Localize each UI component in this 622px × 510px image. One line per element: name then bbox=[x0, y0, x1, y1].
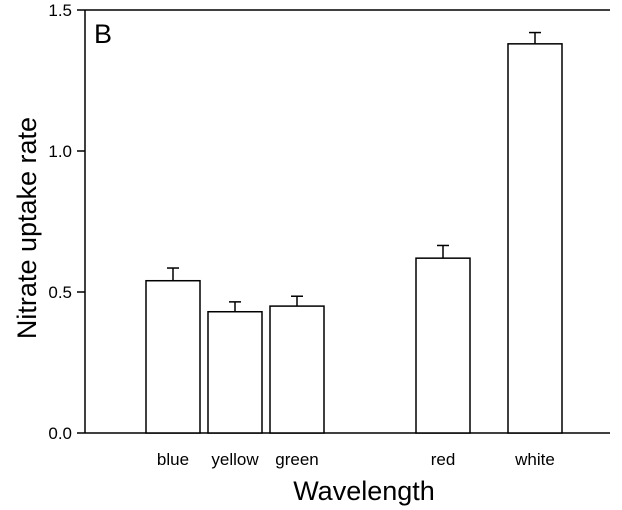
bar-green bbox=[269, 305, 325, 434]
x-tick-label-blue: blue bbox=[157, 450, 189, 469]
panel-label: B bbox=[94, 19, 112, 49]
y-tick-label: 1.0 bbox=[48, 142, 72, 161]
y-ticks: 0.0 0.5 1.0 1.5 bbox=[48, 1, 85, 443]
x-tick-label-yellow: yellow bbox=[211, 450, 259, 469]
bar-white bbox=[507, 43, 563, 434]
y-tick-label: 0.0 bbox=[48, 424, 72, 443]
y-tick-label: 1.5 bbox=[48, 1, 72, 20]
bar-red bbox=[415, 257, 471, 434]
bars bbox=[145, 31, 563, 434]
y-tick-label: 0.5 bbox=[48, 283, 72, 302]
x-tick-label-white: white bbox=[514, 450, 555, 469]
x-axis-title: Wavelength bbox=[293, 476, 435, 506]
x-tick-label-red: red bbox=[431, 450, 456, 469]
y-axis-title: Nitrate uptake rate bbox=[12, 117, 42, 339]
bar-blue bbox=[145, 279, 201, 434]
x-tick-label-green: green bbox=[275, 450, 318, 469]
x-tick-labels: blue yellow green red white bbox=[157, 450, 555, 469]
bar-yellow bbox=[207, 310, 263, 434]
